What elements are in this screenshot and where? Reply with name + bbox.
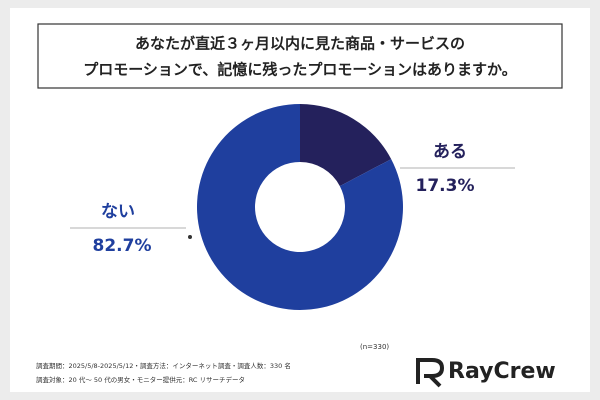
title-box xyxy=(37,23,563,89)
donut-slice xyxy=(300,104,392,187)
chart-title: あなたが直近３ヶ月以内に見た商品・サービスの xyxy=(135,35,465,53)
chart-title: プロモーションで、記憶に残ったプロモーションはありますか。 xyxy=(83,61,517,79)
logo-icon xyxy=(416,358,445,388)
footer-line: 調査対象：20 代〜 50 代の男女・モニター提供元：RC リサーチデータ xyxy=(36,375,245,384)
category-label: ない xyxy=(101,202,135,222)
footer-line: 調査期間：2025/5/8-2025/5/12・調査方法：インターネット調査・調… xyxy=(36,361,291,370)
value-label: 17.3% xyxy=(416,176,475,196)
donut-slice xyxy=(197,104,403,310)
category-label: ある xyxy=(433,142,467,162)
leader-dot xyxy=(188,235,192,239)
value-label: 82.7% xyxy=(93,236,152,256)
logo: RayCrew xyxy=(448,359,556,384)
sample-note: (n=330) xyxy=(360,343,389,351)
